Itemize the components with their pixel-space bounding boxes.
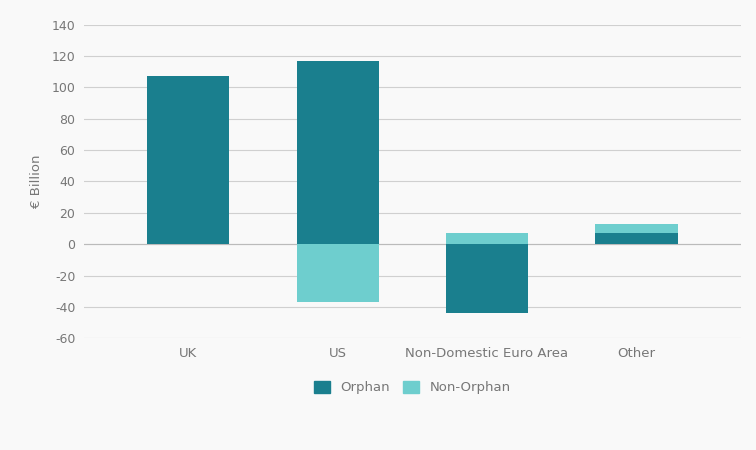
Bar [296,244,379,302]
Bar [296,61,379,244]
Bar [595,224,677,233]
Bar [147,76,229,244]
Bar [446,233,528,244]
Legend: Orphan, Non-Orphan: Orphan, Non-Orphan [308,374,517,401]
Bar [595,233,677,244]
Bar [446,244,528,313]
Y-axis label: € Billion: € Billion [30,155,43,208]
